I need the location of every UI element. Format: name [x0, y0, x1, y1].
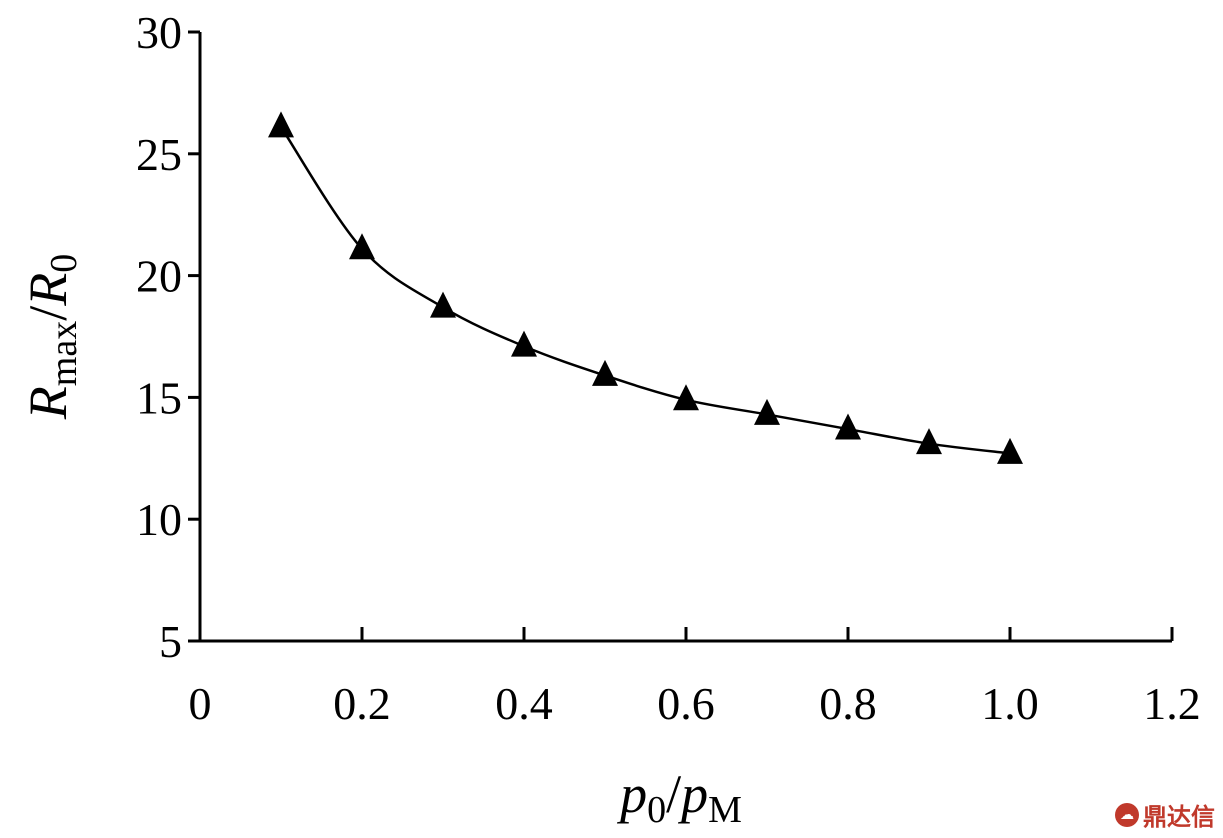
y-tick-label: 5 [159, 616, 182, 667]
x-tick-label: 1.2 [1143, 678, 1201, 729]
x-tick-label: 0.6 [657, 678, 715, 729]
data-point-triangle [268, 111, 294, 138]
y-tick-label: 15 [136, 372, 182, 423]
data-point-triangle [349, 233, 375, 260]
watermark: ☁ 鼎达信 [1115, 797, 1215, 832]
y-tick-label: 10 [136, 494, 182, 545]
data-point-triangle [835, 413, 861, 440]
x-tick-label: 0.4 [495, 678, 553, 729]
data-point-triangle [511, 330, 537, 357]
series-line [279, 126, 1011, 455]
cloud-logo-icon: ☁ [1115, 802, 1139, 827]
x-axis-label: p0/pM [616, 764, 742, 831]
x-tick-label: 0.8 [819, 678, 877, 729]
x-tick-label: 0.2 [333, 678, 391, 729]
x-tick-label: 0 [189, 678, 212, 729]
data-point-triangle [754, 398, 780, 425]
x-ticks: 0 0.2 0.4 0.6 0.8 1.0 1.2 [189, 627, 1201, 729]
series-markers [268, 111, 1023, 464]
data-point-triangle [916, 428, 942, 455]
watermark-text: 鼎达信 [1143, 803, 1215, 831]
data-point-triangle [430, 291, 456, 318]
y-tick-label: 20 [136, 251, 182, 302]
y-tick-label: 25 [136, 129, 182, 180]
axes [198, 32, 1172, 643]
x-tick-label: 1.0 [981, 678, 1039, 729]
data-point-triangle [592, 359, 618, 386]
y-tick-label: 30 [136, 7, 182, 58]
y-ticks: 5 10 15 20 25 30 [136, 7, 200, 667]
data-point-triangle [673, 384, 699, 411]
data-point-triangle [997, 437, 1023, 464]
y-axis-label: Rmax/R0 [18, 254, 85, 420]
